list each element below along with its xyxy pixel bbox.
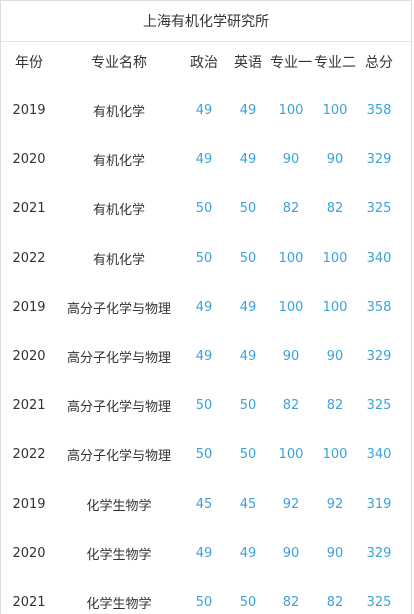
- cell-politics: 49: [195, 103, 213, 119]
- table-header: 年份 专业名称 政治 英语 专业一 专业二 总分: [1, 42, 411, 81]
- cell-english: 50: [239, 594, 257, 610]
- header-politics: 政治: [190, 54, 218, 71]
- table-row: 2020 化学生物学 49 49 90 90 329: [1, 529, 411, 578]
- cell-major2: 92: [326, 496, 344, 512]
- table-title: 上海有机化学研究所: [1, 1, 411, 42]
- cell-total: 340: [366, 250, 392, 266]
- table-row: 2022 高分子化学与物理 50 50 100 100 340: [1, 430, 411, 479]
- cell-politics: 45: [195, 496, 213, 512]
- cell-major: 高分子化学与物理: [66, 400, 171, 416]
- cell-english: 49: [239, 299, 257, 315]
- cell-year: 2020: [12, 545, 46, 561]
- cell-major: 有机化学: [92, 154, 145, 170]
- cell-major1: 100: [278, 250, 304, 266]
- header-total: 总分: [365, 54, 393, 71]
- cell-english: 50: [239, 201, 257, 217]
- cell-total: 329: [366, 545, 392, 561]
- cell-major: 化学生物学: [86, 596, 152, 612]
- cell-total: 325: [366, 594, 392, 610]
- cell-major: 高分子化学与物理: [66, 301, 171, 317]
- cell-total: 325: [366, 398, 392, 414]
- cell-politics: 50: [195, 447, 213, 463]
- table-row: 2022 有机化学 50 50 100 100 340: [1, 234, 411, 283]
- cell-year: 2020: [12, 152, 46, 168]
- cell-major2: 90: [326, 545, 344, 561]
- cell-major1: 90: [282, 152, 300, 168]
- cell-year: 2019: [12, 103, 46, 119]
- cell-politics: 50: [195, 201, 213, 217]
- cell-major2: 82: [326, 594, 344, 610]
- cell-major: 有机化学: [92, 105, 145, 121]
- cell-year: 2020: [12, 349, 46, 365]
- cell-major2: 82: [326, 201, 344, 217]
- table-body: 2019 有机化学 49 49 100 100 358 2020 有机化学 49…: [1, 81, 411, 614]
- cell-year: 2022: [12, 250, 46, 266]
- cell-year: 2019: [12, 299, 46, 315]
- cell-major: 高分子化学与物理: [66, 449, 171, 465]
- cell-major: 化学生物学: [86, 498, 152, 514]
- cell-english: 50: [239, 398, 257, 414]
- cell-year: 2021: [12, 201, 46, 217]
- header-major: 专业名称: [91, 54, 147, 71]
- header-major2: 专业二: [314, 54, 356, 71]
- cell-total: 329: [366, 349, 392, 365]
- header-english: 英语: [234, 54, 262, 71]
- cell-major: 化学生物学: [86, 547, 152, 563]
- cell-total: 340: [366, 447, 392, 463]
- cell-major1: 82: [282, 594, 300, 610]
- cell-politics: 49: [195, 349, 213, 365]
- cell-major2: 100: [322, 299, 348, 315]
- cell-politics: 49: [195, 545, 213, 561]
- cell-year: 2021: [12, 398, 46, 414]
- cell-major1: 100: [278, 447, 304, 463]
- table-row: 2019 高分子化学与物理 49 49 100 100 358: [1, 283, 411, 332]
- table-row: 2019 有机化学 49 49 100 100 358: [1, 86, 411, 135]
- cell-english: 50: [239, 447, 257, 463]
- cell-major: 高分子化学与物理: [66, 351, 171, 367]
- cell-english: 49: [239, 545, 257, 561]
- table-row: 2021 化学生物学 50 50 82 82 325: [1, 578, 411, 614]
- header-major1: 专业一: [270, 54, 312, 71]
- cell-major1: 82: [282, 398, 300, 414]
- cell-year: 2021: [12, 594, 46, 610]
- cell-major2: 100: [322, 447, 348, 463]
- cell-major2: 100: [322, 250, 348, 266]
- cell-major1: 100: [278, 299, 304, 315]
- cell-major2: 90: [326, 152, 344, 168]
- table-row: 2020 高分子化学与物理 49 49 90 90 329: [1, 332, 411, 381]
- cell-politics: 49: [195, 299, 213, 315]
- cell-english: 50: [239, 250, 257, 266]
- cell-total: 329: [366, 152, 392, 168]
- table-row: 2019 化学生物学 45 45 92 92 319: [1, 480, 411, 529]
- cell-major: 有机化学: [92, 203, 145, 219]
- header-year: 年份: [15, 54, 43, 71]
- cell-year: 2019: [12, 496, 46, 512]
- cell-total: 358: [366, 103, 392, 119]
- cell-total: 325: [366, 201, 392, 217]
- cell-year: 2022: [12, 447, 46, 463]
- cell-politics: 50: [195, 398, 213, 414]
- cell-politics: 49: [195, 152, 213, 168]
- cell-english: 49: [239, 349, 257, 365]
- cell-major2: 82: [326, 398, 344, 414]
- cell-total: 319: [366, 496, 392, 512]
- cell-major1: 100: [278, 103, 304, 119]
- table-row: 2020 有机化学 49 49 90 90 329: [1, 135, 411, 184]
- table-row: 2021 有机化学 50 50 82 82 325: [1, 184, 411, 233]
- cell-politics: 50: [195, 594, 213, 610]
- cell-major2: 90: [326, 349, 344, 365]
- cell-major2: 100: [322, 103, 348, 119]
- cell-major1: 90: [282, 545, 300, 561]
- cell-major1: 92: [282, 496, 300, 512]
- cell-english: 45: [239, 496, 257, 512]
- cell-major1: 90: [282, 349, 300, 365]
- cell-english: 49: [239, 103, 257, 119]
- cell-total: 358: [366, 299, 392, 315]
- cell-english: 49: [239, 152, 257, 168]
- cell-major: 有机化学: [92, 252, 145, 268]
- table-row: 2021 高分子化学与物理 50 50 82 82 325: [1, 381, 411, 430]
- cell-major1: 82: [282, 201, 300, 217]
- cell-politics: 50: [195, 250, 213, 266]
